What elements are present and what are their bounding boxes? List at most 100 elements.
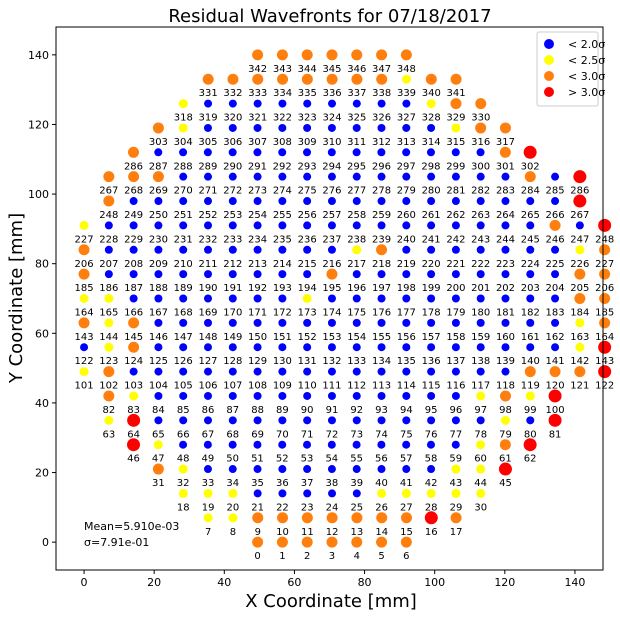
wavefront-point <box>228 318 237 327</box>
wavefront-point <box>476 391 486 401</box>
wavefront-point-label: 326 <box>372 113 391 124</box>
wavefront-point-label: 156 <box>397 332 416 343</box>
wavefront-point-label: 194 <box>298 283 317 294</box>
wavefront-point <box>228 391 237 400</box>
wavefront-point-label: 53 <box>301 454 314 465</box>
wavefront-point <box>451 464 461 474</box>
wavefront-point <box>352 465 361 474</box>
wavefront-point <box>427 465 436 474</box>
plot-frame <box>55 26 604 571</box>
x-tick-label: 0 <box>81 576 88 589</box>
wavefront-point <box>179 221 188 230</box>
wavefront-point <box>548 413 562 427</box>
wavefront-point <box>574 293 586 304</box>
wavefront-point-label: 277 <box>347 186 366 197</box>
wavefront-point <box>129 367 138 376</box>
wavefront-point-label: 227 <box>75 234 94 245</box>
wavefront-point <box>253 123 262 132</box>
wavefront-point-label: 214 <box>273 259 292 270</box>
wavefront-point-label: 185 <box>595 308 614 319</box>
wavefront-point-label: 62 <box>524 454 537 465</box>
wavefront-point <box>126 438 140 452</box>
wavefront-point-label: 86 <box>202 405 215 416</box>
wavefront-point <box>427 221 436 230</box>
wavefront-point-label: 298 <box>421 161 440 172</box>
wavefront-point-label: 270 <box>174 186 193 197</box>
wavefront-point <box>598 218 612 232</box>
wavefront-point-label: 29 <box>450 502 463 513</box>
wavefront-point <box>575 342 585 352</box>
wavefront-point <box>549 219 561 231</box>
wavefront-point <box>179 367 188 376</box>
wavefront-point-label: 88 <box>251 405 264 416</box>
wavefront-point-label: 174 <box>322 308 341 319</box>
wavefront-point <box>303 270 312 279</box>
wavefront-point <box>179 172 188 181</box>
wavefront-point <box>278 172 287 181</box>
wavefront-point <box>278 416 287 425</box>
wavefront-point-label: 30 <box>474 502 487 513</box>
wavefront-point-label: 21 <box>251 502 264 513</box>
wavefront-point-label: 133 <box>347 356 366 367</box>
wavefront-point-label: 10 <box>276 527 289 538</box>
wavefront-point-label: 191 <box>223 283 242 294</box>
wavefront-point <box>252 536 264 548</box>
wavefront-point-label: 274 <box>273 186 292 197</box>
wavefront-point-label: 300 <box>471 161 490 172</box>
wavefront-point <box>377 172 386 181</box>
wavefront-point <box>228 416 237 425</box>
wavefront-point-label: 164 <box>75 308 94 319</box>
wavefront-point <box>204 221 213 230</box>
wavefront-point <box>377 148 386 157</box>
wavefront-point <box>501 172 510 181</box>
wavefront-point-label: 290 <box>223 161 242 172</box>
wavefront-point-label: 72 <box>326 429 339 440</box>
wavefront-point-label: 309 <box>298 137 317 148</box>
wavefront-point <box>427 270 436 279</box>
wavefront-point-label: 140 <box>521 356 540 367</box>
wavefront-point <box>228 465 237 474</box>
wavefront-point <box>203 513 213 523</box>
wavefront-point <box>424 511 438 525</box>
wavefront-point <box>204 416 213 425</box>
legend-label: < 3.0σ <box>568 70 605 83</box>
wavefront-point <box>178 123 188 133</box>
wavefront-point-label: 334 <box>273 88 292 99</box>
wavefront-point <box>451 318 460 327</box>
wavefront-point-label: 132 <box>322 356 341 367</box>
wavefront-point-label: 70 <box>276 429 289 440</box>
wavefront-point <box>450 73 462 85</box>
wavefront-point <box>278 270 287 279</box>
wavefront-point <box>352 99 361 108</box>
legend: < 2.0σ < 2.5σ < 3.0σ > 3.0σ <box>536 31 605 107</box>
wavefront-point-label: 188 <box>149 283 168 294</box>
wavefront-point <box>328 489 337 498</box>
wavefront-point <box>278 489 287 498</box>
wavefront-point <box>377 221 386 230</box>
wavefront-point-label: 120 <box>546 381 565 392</box>
wavefront-point-label: 345 <box>322 64 341 75</box>
x-tick-label: 20 <box>147 576 161 589</box>
x-tick-label: 60 <box>287 576 301 589</box>
wavefront-point <box>551 270 560 279</box>
wavefront-point-label: 104 <box>149 381 168 392</box>
wavefront-point <box>450 98 462 110</box>
wavefront-point <box>326 268 338 280</box>
wavefront-point-label: 244 <box>496 234 515 245</box>
wavefront-point <box>303 465 312 474</box>
wavefront-point <box>303 343 312 352</box>
wavefront-point-label: 329 <box>446 113 465 124</box>
wavefront-point-label: 160 <box>496 332 515 343</box>
wavefront-point-label: 75 <box>400 429 413 440</box>
wavefront-point <box>154 270 163 279</box>
wavefront-point-label: 37 <box>301 478 314 489</box>
wavefront-point <box>501 343 510 352</box>
x-tick-label: 140 <box>564 576 585 589</box>
wavefront-point <box>400 536 412 548</box>
wavefront-point-label: 219 <box>397 259 416 270</box>
wavefront-point-label: 267 <box>570 210 589 221</box>
wavefront-point-label: 162 <box>546 332 565 343</box>
wavefront-point <box>402 343 411 352</box>
wavefront-point-label: 257 <box>322 210 341 221</box>
